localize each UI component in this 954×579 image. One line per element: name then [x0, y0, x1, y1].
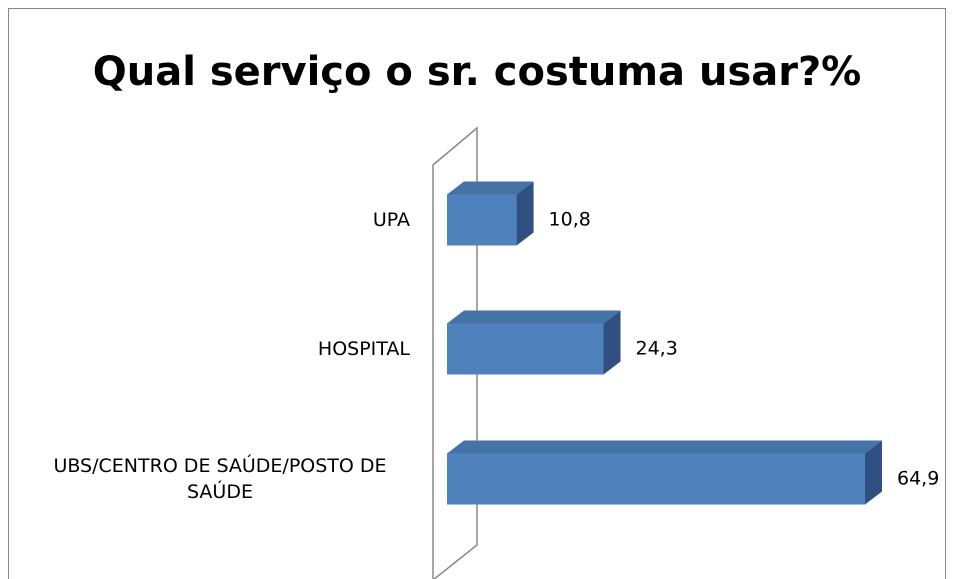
bar — [447, 453, 865, 505]
bar-top — [447, 440, 882, 454]
value-label: 24,3 — [636, 338, 678, 360]
category-label: UPA — [372, 209, 410, 231]
bar-side — [603, 310, 621, 375]
bar — [447, 323, 604, 375]
bar — [447, 194, 517, 246]
category-label: UBS/CENTRO DE SAÚDE/POSTO DE SAÚDE — [53, 455, 387, 503]
bar-side — [516, 181, 534, 246]
value-label: 10,8 — [549, 209, 591, 231]
chart-title: Qual serviço o sr. costuma usar?% — [93, 49, 862, 95]
value-label: 64,9 — [897, 468, 939, 490]
bar-top — [447, 310, 621, 324]
bar-side — [865, 440, 882, 505]
bar-top — [447, 181, 534, 195]
category-label: HOSPITAL — [317, 338, 410, 360]
